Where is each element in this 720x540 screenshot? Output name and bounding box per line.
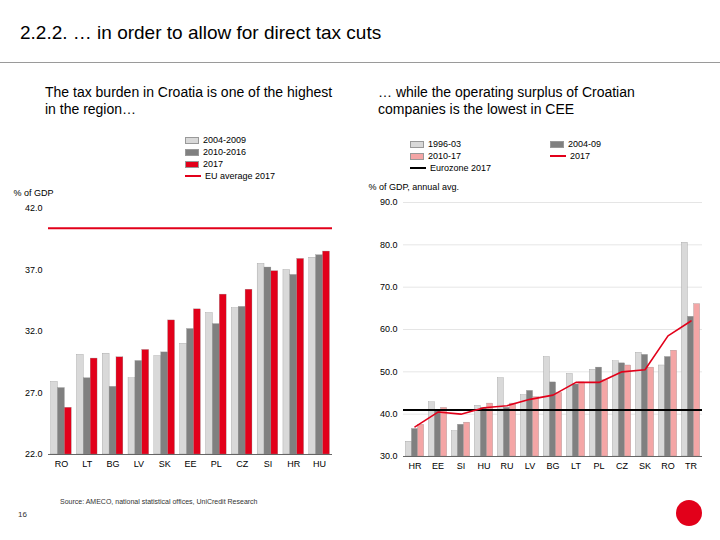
html-text:2010-17: 2010-17 [428, 151, 461, 161]
svg-text:BG: BG [107, 459, 120, 469]
svg-text:LV: LV [134, 459, 144, 469]
html-text:2017: 2017 [570, 151, 590, 161]
svg-text:BG: BG [546, 461, 559, 471]
html-text:Eurozone 2017: Eurozone 2017 [430, 163, 492, 173]
html-text:2004-09: 2004-09 [568, 139, 601, 149]
html-text:2010-2016: 2010-2016 [203, 147, 246, 157]
svg-text:HR: HR [409, 461, 422, 471]
svg-text:% of GDP, annual avg.: % of GDP, annual avg. [369, 182, 459, 192]
svg-text:HU: HU [478, 461, 491, 471]
svg-text:EE: EE [184, 459, 196, 469]
svg-text:SK: SK [159, 459, 171, 469]
svg-text:37.0: 37.0 [25, 265, 43, 275]
svg-text:CZ: CZ [616, 461, 628, 471]
html-text:… while the operating surplus: … while the operating surplus of Croatia… [378, 84, 635, 117]
svg-text:27.0: 27.0 [25, 388, 43, 398]
svg-text:22.0: 22.0 [25, 449, 43, 459]
svg-text:PL: PL [593, 461, 604, 471]
html-text:1996-03: 1996-03 [428, 139, 461, 149]
html-text:16: 16 [18, 510, 27, 519]
svg-text:60.0: 60.0 [380, 324, 398, 334]
svg-text:SI: SI [264, 459, 273, 469]
html-text:Source: AMECO, national statis: Source: AMECO, national statistical offi… [60, 498, 258, 505]
html-text:2017: 2017 [203, 159, 223, 169]
svg-text:50.0: 50.0 [380, 367, 398, 377]
svg-text:TR: TR [685, 461, 697, 471]
html-text:EU average 2017: EU average 2017 [205, 171, 276, 181]
svg-text:RO: RO [55, 459, 68, 469]
svg-text:% of GDP: % of GDP [14, 188, 54, 198]
svg-text:70.0: 70.0 [380, 282, 398, 292]
svg-text:RU: RU [501, 461, 514, 471]
svg-text:LT: LT [82, 459, 92, 469]
svg-text:42.0: 42.0 [25, 203, 43, 213]
svg-text:80.0: 80.0 [380, 240, 398, 250]
svg-text:PL: PL [211, 459, 222, 469]
svg-text:SK: SK [639, 461, 651, 471]
svg-text:HR: HR [287, 459, 300, 469]
html-text:2004-2009: 2004-2009 [203, 135, 246, 145]
html-text:2.2.2. … in order to allow for: 2.2.2. … in order to allow for direct ta… [20, 22, 382, 43]
html-text:The tax burden in Croatia is o: The tax burden in Croatia is one of the … [45, 84, 333, 117]
svg-text:RO: RO [661, 461, 675, 471]
svg-text:32.0: 32.0 [25, 326, 43, 336]
svg-text:40.0: 40.0 [380, 409, 398, 419]
svg-text:HU: HU [313, 459, 326, 469]
svg-text:LT: LT [571, 461, 581, 471]
svg-text:30.0: 30.0 [380, 451, 398, 461]
svg-text:CZ: CZ [236, 459, 248, 469]
svg-text:SI: SI [457, 461, 466, 471]
svg-text:EE: EE [432, 461, 444, 471]
svg-text:LV: LV [525, 461, 535, 471]
svg-text:90.0: 90.0 [380, 197, 398, 207]
